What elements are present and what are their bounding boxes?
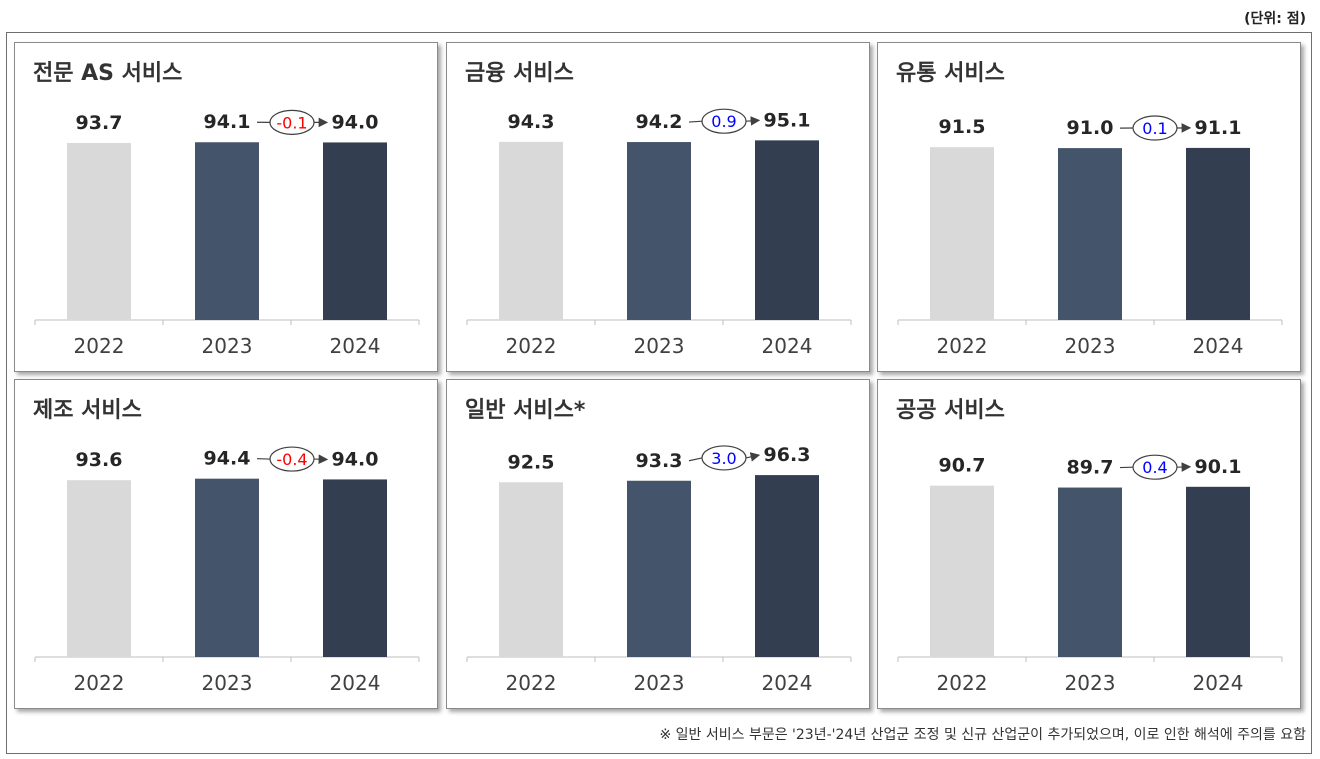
chart-title: 공공 서비스	[896, 398, 1005, 423]
x-tick-label: 2024	[1193, 334, 1244, 358]
x-tick-label: 2024	[1193, 671, 1244, 695]
bar-chart: 92.5 2022 93.3 2023 96.3 2024 3.0	[466, 444, 852, 695]
x-tick-label: 2023	[202, 671, 253, 695]
x-tick-label: 2022	[506, 671, 557, 695]
bar-2022	[499, 482, 563, 657]
change-connector	[688, 120, 703, 123]
charts-frame	[6, 32, 1312, 754]
bar-2024	[323, 142, 387, 320]
change-badge	[701, 445, 747, 471]
x-tick-label: 2023	[1065, 334, 1116, 358]
data-label: 91.0	[1067, 117, 1114, 139]
change-badge	[701, 108, 747, 134]
data-label: 93.6	[76, 449, 123, 471]
change-value: -0.1	[276, 113, 307, 132]
data-label: 94.2	[636, 111, 683, 133]
x-tick-label: 2024	[762, 334, 813, 358]
chart-panel-retail-service: 유통 서비스 91.5 2022 91.0 2023 91.1 2024 0.1	[877, 42, 1301, 372]
x-tick-label: 2022	[74, 334, 125, 358]
change-arrow	[745, 116, 761, 126]
bar-2022	[67, 480, 131, 657]
bar-2023	[1058, 148, 1122, 320]
x-tick-label: 2022	[937, 334, 988, 358]
change-value: 0.4	[1142, 458, 1167, 477]
change-badge	[1132, 115, 1178, 141]
chart-panel-finance-service: 금융 서비스 94.3 2022 94.2 2023 95.1 2024 0.9	[446, 42, 870, 372]
chart-title: 금융 서비스	[465, 61, 574, 86]
x-tick-label: 2023	[1065, 671, 1116, 695]
data-label: 96.3	[764, 444, 811, 466]
data-label: 94.1	[204, 111, 251, 133]
change-value: 3.0	[711, 449, 736, 468]
x-tick-label: 2022	[937, 671, 988, 695]
data-label: 90.7	[939, 455, 986, 477]
data-label: 90.1	[1195, 456, 1242, 478]
x-tick-label: 2022	[506, 334, 557, 358]
bar-chart: 90.7 2022 89.7 2023 90.1 2024 0.4	[897, 454, 1283, 695]
x-tick-label: 2024	[330, 334, 381, 358]
bar-2022	[67, 143, 131, 320]
bar-2024	[755, 475, 819, 657]
change-value: 0.9	[711, 112, 736, 131]
data-label: 93.3	[636, 450, 683, 472]
data-label: 95.1	[764, 109, 811, 131]
data-label: 94.3	[508, 111, 555, 133]
data-label: 94.0	[332, 111, 379, 133]
x-tick-label: 2024	[330, 671, 381, 695]
bar-2024	[1186, 147, 1250, 320]
bar-2023	[627, 142, 691, 320]
data-label: 89.7	[1067, 457, 1114, 479]
chart-title: 유통 서비스	[896, 61, 1005, 86]
bar-2023	[195, 142, 259, 320]
change-badge	[269, 446, 315, 472]
chart-panel-as-service: 전문 AS 서비스 93.7 2022 94.1 2023 94.0 2024 -0.1	[14, 42, 438, 372]
change-value: 0.1	[1142, 119, 1167, 138]
bar-2023	[1058, 487, 1122, 657]
chart-panel-public-service: 공공 서비스 90.7 2022 89.7 2023 90.1 2024 0.4	[877, 379, 1301, 709]
bar-chart: 93.7 2022 94.1 2023 94.0 2024 -0.1	[34, 109, 420, 358]
chart-title: 전문 AS 서비스	[33, 61, 183, 86]
data-label: 93.7	[76, 112, 123, 134]
chart-title: 제조 서비스	[33, 398, 142, 423]
change-connector	[688, 457, 703, 462]
change-value: -0.4	[276, 450, 307, 469]
data-label: 91.1	[1195, 117, 1242, 139]
x-tick-label: 2023	[202, 334, 253, 358]
footnote: ※ 일반 서비스 부문은 '23년-'24년 산업군 조정 및 신규 산업군이 …	[659, 727, 1306, 743]
unit-label: (단위: 점)	[1244, 11, 1306, 27]
x-tick-label: 2024	[762, 671, 813, 695]
bar-2023	[195, 478, 259, 657]
data-label: 94.4	[204, 448, 251, 470]
x-tick-label: 2023	[634, 671, 685, 695]
x-tick-label: 2023	[634, 334, 685, 358]
chart-panel-general-service: 일반 서비스* 92.5 2022 93.3 2023 96.3 2024 3.0	[446, 379, 870, 709]
bar-2024	[323, 479, 387, 657]
chart-title: 일반 서비스*	[465, 398, 586, 423]
chart-panel-manufacturing-service: 제조 서비스 93.6 2022 94.4 2023 94.0 2024 -0.4	[14, 379, 438, 709]
data-label: 94.0	[332, 448, 379, 470]
bar-chart: 93.6 2022 94.4 2023 94.0 2024 -0.4	[34, 446, 420, 695]
change-badge	[269, 109, 315, 135]
bar-2024	[755, 140, 819, 320]
x-tick-label: 2022	[74, 671, 125, 695]
bar-2023	[627, 480, 691, 657]
bar-2022	[930, 147, 994, 320]
data-label: 92.5	[508, 451, 555, 473]
bar-2022	[499, 141, 563, 320]
change-badge	[1132, 454, 1178, 480]
bar-chart: 94.3 2022 94.2 2023 95.1 2024 0.9	[466, 108, 852, 358]
data-label: 91.5	[939, 116, 986, 138]
bar-chart: 91.5 2022 91.0 2023 91.1 2024 0.1	[897, 115, 1283, 358]
bar-2024	[1186, 486, 1250, 657]
bar-2022	[930, 485, 994, 657]
change-arrow	[745, 452, 761, 462]
